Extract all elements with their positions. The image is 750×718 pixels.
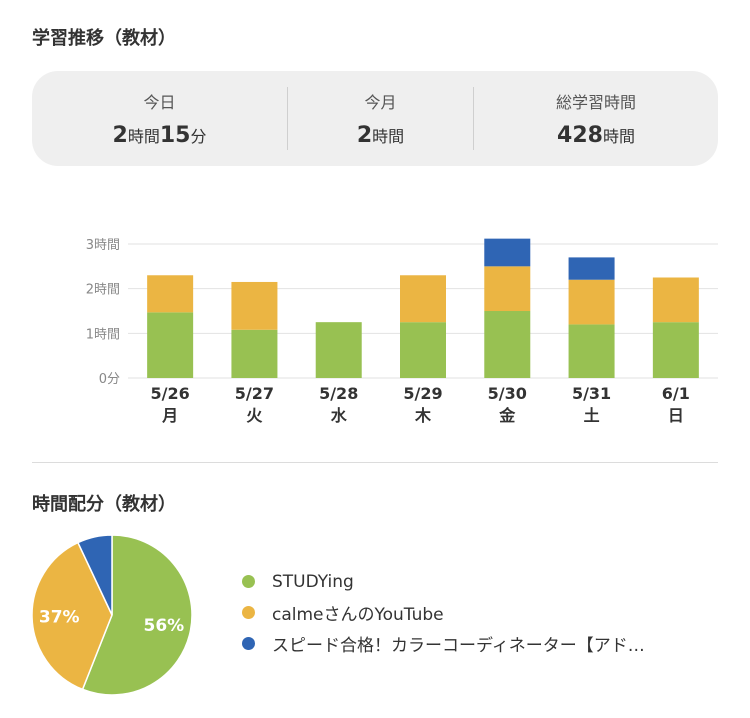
section-title-trend: 学習推移（教材） [32,28,176,49]
bar-segment-studying [231,329,278,378]
section-title-allocation: 時間配分（教材） [32,494,176,515]
summary-today-value: 2時間15分 [113,123,207,148]
bar-segment-studying [147,312,194,378]
legend-label: calmeさんのYouTube [272,605,444,625]
bar-segment-speed [484,238,531,267]
bar-segment-youtube [568,279,615,325]
summary-card: 今日 2時間15分 今月 2時間 総学習時間 428時間 [32,71,718,166]
month-hours: 2 [356,123,373,148]
pie-legend: STUDYing calmeさんのYouTube スピード合格！カラーコーディネ… [242,566,645,659]
y-tick-label: 3時間 [86,238,120,253]
summary-total-label: 総学習時間 [555,93,636,112]
bar-segment-studying [484,311,531,378]
x-tick-label: 5/26 [151,384,190,403]
x-tick-label: 5/27 [235,384,274,403]
today-minutes: 15 [159,123,191,148]
x-weekday-label: 月 [161,406,178,425]
x-tick-label: 5/28 [319,384,358,403]
legend-label: STUDYing [272,571,354,592]
legend-dot-youtube [242,606,255,619]
legend-dot-speed [242,637,255,650]
bar-segment-youtube [484,266,531,311]
bar-segment-studying [315,322,362,378]
summary-total-value: 428時間 [557,123,635,148]
legend-item: calmeさんのYouTube [242,597,645,628]
summary-today: 今日 2時間15分 [32,71,287,166]
stacked-bar-chart: 0分 1時間 2時間 3時間 5/26 月 5/27 火 5/28 水 5/29 木 5/30 金 5/31… [86,238,718,425]
summary-divider [473,87,474,150]
pie-slice-youtube [31,541,113,691]
legend-label: スピード合格！カラーコーディネーター【アド… [272,636,645,656]
pie-chart: 56% 37% [31,534,193,696]
chart-bars [147,238,699,378]
y-tick-label: 2時間 [86,283,120,298]
total-hours: 428 [557,123,603,148]
pie-slice-label: 56% [144,616,185,636]
month-hours-unit: 時間 [372,127,405,146]
x-weekday-label: 木 [414,406,432,425]
legend-dot-studying [242,575,255,588]
bar-segment-youtube [400,275,446,323]
x-tick-label: 5/29 [403,384,442,403]
x-weekday-label: 日 [668,406,684,425]
bar-segment-studying [652,322,699,378]
y-tick-label: 0分 [99,372,120,387]
section-divider [32,462,718,463]
y-tick-label: 1時間 [86,327,120,342]
bar-segment-speed [568,257,615,280]
bar-segment-youtube [652,277,699,323]
x-tick-label: 6/1 [662,384,690,403]
summary-today-label: 今日 [143,93,176,112]
bar-segment-youtube [147,275,194,313]
x-tick-label: 5/30 [488,384,527,403]
pie-slice-studying [81,534,193,696]
x-weekday-label: 水 [331,406,348,425]
x-tick-label: 5/31 [572,384,611,403]
bar-segment-studying [568,324,615,378]
summary-divider [287,87,288,150]
legend-item: STUDYing [242,566,645,597]
summary-month-label: 今月 [364,93,397,112]
x-weekday-label: 火 [246,406,263,425]
x-weekday-label: 金 [498,406,516,425]
summary-total: 総学習時間 428時間 [474,71,718,166]
today-hours: 2 [112,123,128,148]
today-minutes-unit: 分 [190,127,207,146]
total-hours-unit: 時間 [602,127,635,146]
pie-slice-speed [76,534,113,616]
summary-month: 今月 2時間 [288,71,473,166]
bar-segment-youtube [231,281,278,330]
bar-segment-studying [400,322,446,378]
chart-labels: 0分 1時間 2時間 3時間 5/26 月 5/27 火 5/28 水 5/29 木 5/30 金 5/31… [86,238,690,425]
pie-slice-label: 37% [39,608,80,628]
x-weekday-label: 土 [584,406,600,425]
today-hours-unit: 時間 [127,127,160,146]
summary-month-value: 2時間 [357,123,404,148]
legend-item: スピード合格！カラーコーディネーター【アド… [242,628,645,659]
